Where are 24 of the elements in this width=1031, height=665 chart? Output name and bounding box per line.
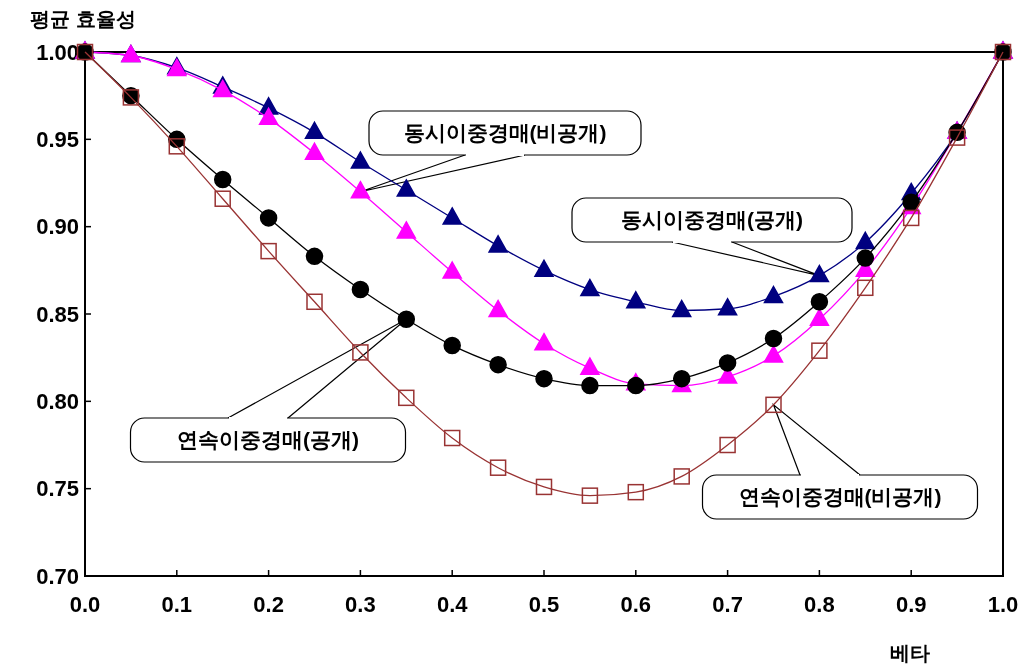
- y-tick-label: 0.95: [36, 127, 79, 153]
- x-tick-label: 0.7: [712, 592, 743, 617]
- y-tick-label: 0.90: [36, 214, 79, 240]
- series-label: 연속이중경매(비공개): [738, 485, 942, 509]
- text: 동시이중경매(비공개): [403, 121, 607, 145]
- y-axis-title: 평균 효율성: [30, 8, 136, 30]
- text: 연속이중경매(공개): [177, 428, 359, 452]
- series-label: 동시이중경매(공개): [621, 208, 803, 232]
- x-tick-label: 0.4: [436, 592, 469, 617]
- x-tick-label: 0.1: [161, 592, 193, 617]
- x-tick-label: 0.9: [895, 592, 927, 617]
- y-tick-label: 0.75: [36, 476, 79, 502]
- x-tick-label: 0.0: [69, 592, 101, 617]
- y-tick-label: 0.85: [36, 301, 79, 327]
- x-tick-label: 0.2: [253, 592, 284, 617]
- x-tick-label: 1.0: [987, 592, 1019, 617]
- y-tick-label: 0.70: [36, 563, 79, 589]
- x-tick-label: 0.5: [528, 592, 560, 617]
- x-axis-title: 베타: [890, 642, 930, 664]
- x-tick-label: 0.6: [620, 592, 652, 617]
- x-tick-label: 0.8: [804, 592, 835, 617]
- x-tick-label: 0.3: [345, 592, 376, 617]
- y-tick-label: 0.80: [36, 389, 79, 415]
- y-tick-label: 1.00: [36, 39, 79, 65]
